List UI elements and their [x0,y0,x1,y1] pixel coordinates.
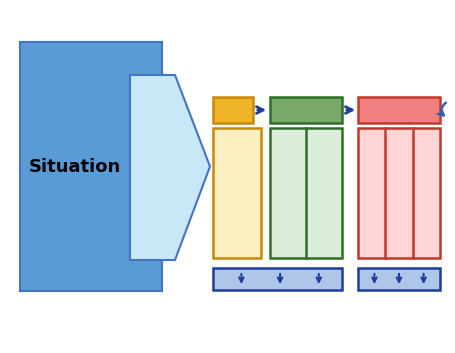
Bar [212,128,260,258]
Bar [269,97,341,123]
Bar [357,128,439,258]
Polygon shape [20,42,162,291]
Bar [212,97,253,123]
Text: Situation: Situation [29,157,121,175]
Bar [357,268,439,290]
Bar [269,128,341,258]
Bar [212,268,341,290]
Bar [357,97,439,123]
Polygon shape [130,75,210,260]
